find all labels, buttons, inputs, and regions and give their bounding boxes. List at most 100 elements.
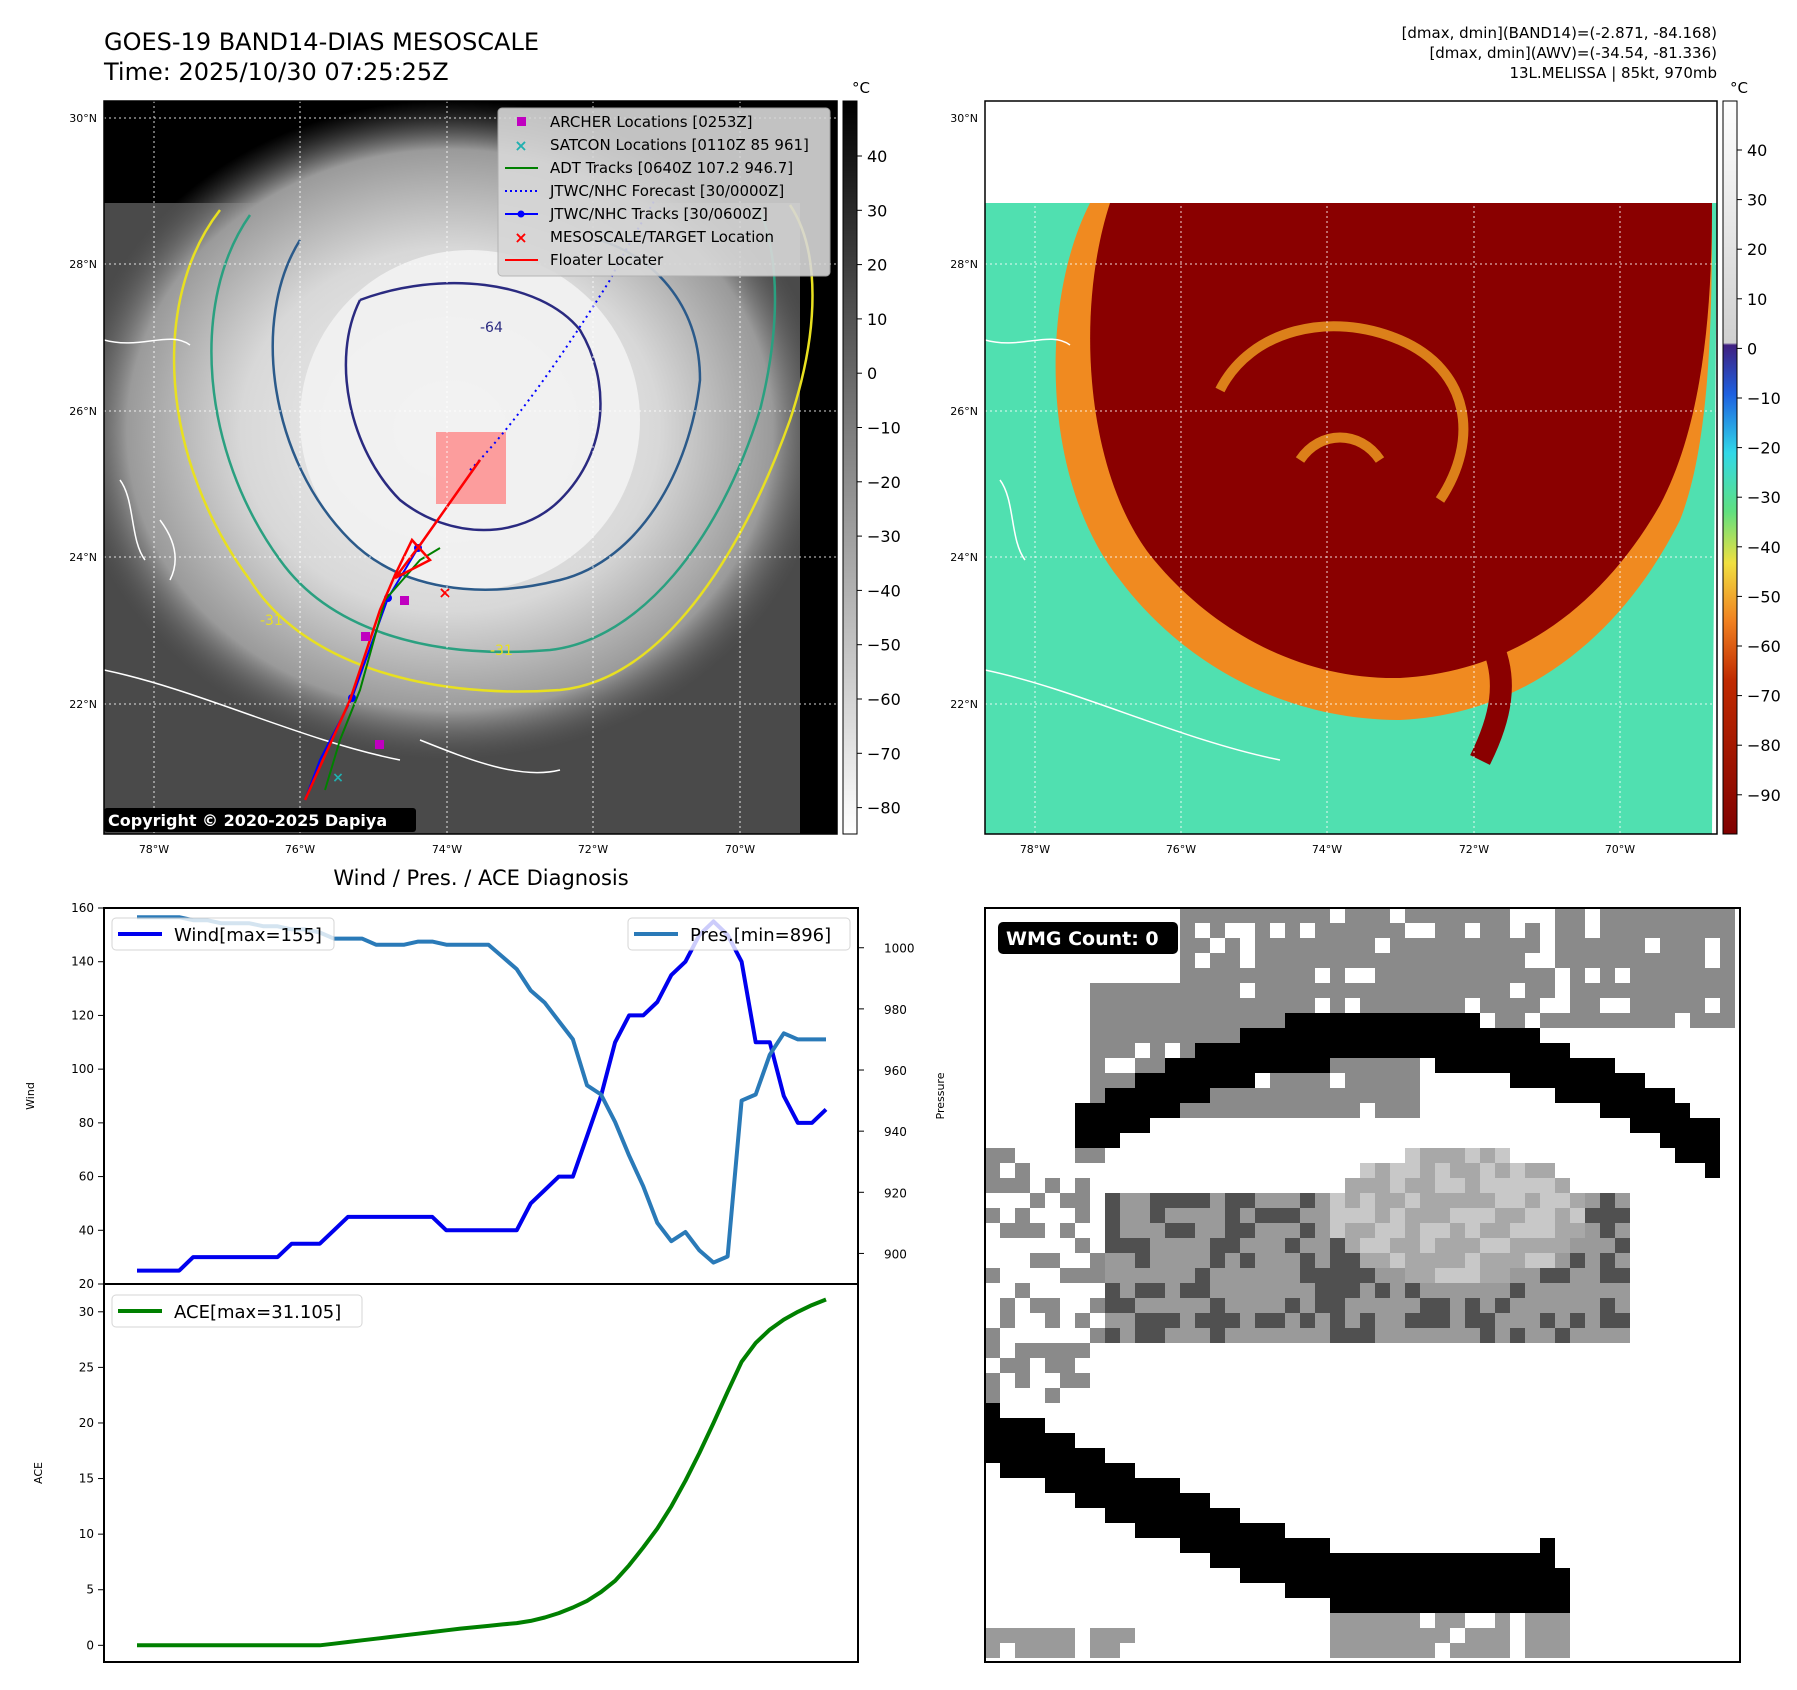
colorbar-tick-label: −70 [867,744,901,763]
wmg-cell [1510,1013,1525,1028]
wmg-cell [1090,1013,1105,1028]
wmg-cell [1375,1253,1390,1268]
wmg-cell [1630,908,1645,923]
wmg-cell [1570,1283,1585,1298]
lon-label: 74°W [432,843,462,856]
awv-tail [1470,635,1512,765]
wmg-cell [1105,1088,1120,1103]
wmg-cell [1285,953,1300,968]
wmg-cell [1150,998,1165,1013]
wmg-cell [1405,1283,1420,1298]
wmg-cell [1480,908,1495,923]
wmg-cell [1300,938,1315,953]
wmg-cell [1660,983,1675,998]
wmg-cell [1210,1058,1225,1073]
adt-track-line [324,547,441,791]
wmg-cell [1045,1253,1060,1268]
wmg-cell [1360,1583,1375,1598]
wmg-cell [1585,998,1600,1013]
wmg-cell [1180,1223,1195,1238]
wmg-cell [1225,1088,1240,1103]
wmg-cell [1015,1178,1030,1193]
wmg-cell [1495,1178,1510,1193]
wmg-cell [1210,1103,1225,1118]
wmg-cell [1360,1553,1375,1568]
wmg-cell [1210,923,1225,938]
wmg-cell [1495,1223,1510,1238]
wmg-cell [1330,1313,1345,1328]
colorbar-tick-label: 40 [1747,141,1767,160]
wmg-cell [1285,1073,1300,1088]
wmg-cell [1720,968,1735,983]
wmg-cell [1375,983,1390,998]
wmg-cell [1330,1043,1345,1058]
wmg-cell [1015,1373,1030,1388]
wmg-cell [1450,908,1465,923]
wmg-cell [1345,1223,1360,1238]
wmg-cell [1405,1223,1420,1238]
wmg-cell [1510,1193,1525,1208]
wmg-cell [1465,1028,1480,1043]
wmg-cell [1225,1313,1240,1328]
wmg-cell [1615,1208,1630,1223]
wmg-cell [1150,1043,1165,1058]
wmg-cell [1135,1088,1150,1103]
wmg-cell [1480,923,1495,938]
wmg-cell [1345,1613,1360,1628]
wmg-cell [1510,1223,1525,1238]
wmg-cell [1060,1628,1075,1643]
wmg-cell [1345,1238,1360,1253]
wmg-cell [1435,923,1450,938]
wmg-cell [1180,953,1195,968]
pressure-legend: Pres.[min=896] [627,917,851,951]
pressure-ytick-label: 900 [884,1247,907,1261]
wmg-cell [1315,938,1330,953]
wmg-cell [1360,1628,1375,1643]
wmg-cell [1525,1073,1540,1088]
wmg-cell [1705,1148,1720,1163]
wmg-cell [1555,1043,1570,1058]
wmg-cell [1255,1043,1270,1058]
wmg-cell [1480,1598,1495,1613]
wmg-cell [1705,1118,1720,1133]
wmg-cell [1615,1268,1630,1283]
wmg-cell [1105,1478,1120,1493]
wmg-cell [1240,1523,1255,1538]
wmg-cell [1615,1238,1630,1253]
wmg-cell [1675,953,1690,968]
wmg-cell [1105,1073,1120,1088]
wmg-cell [1090,1088,1105,1103]
wmg-cell [1210,1268,1225,1283]
wmg-cell [985,1343,1000,1358]
wmg-cell [1435,1313,1450,1328]
wmg-cell [1105,1013,1120,1028]
wmg-cell [1030,1418,1045,1433]
wmg-cell [1375,1088,1390,1103]
wmg-cell [1600,1313,1615,1328]
colorbar-tick-label: 10 [867,310,887,329]
wmg-cell [1165,1523,1180,1538]
wmg-cell [1150,1298,1165,1313]
wmg-cell [1060,1448,1075,1463]
wmg-cell [1300,953,1315,968]
wmg-cell [1330,1268,1345,1283]
wmg-cell [1255,1538,1270,1553]
wmg-cell [1060,1643,1075,1658]
wmg-cell [1180,938,1195,953]
wmg-cell [1315,1283,1330,1298]
wmg-cell [1555,1328,1570,1343]
wmg-cell [1090,1463,1105,1478]
colorbar-tick-label: −40 [867,581,901,600]
legend-x-marker: × [514,136,527,155]
wmg-cell [1465,1283,1480,1298]
wmg-cell [1255,908,1270,923]
wmg-cell [1390,998,1405,1013]
wmg-cell [1270,1313,1285,1328]
wmg-cell [1435,953,1450,968]
wmg-cell [1030,1343,1045,1358]
wmg-cell [1195,1523,1210,1538]
wmg-cell [1045,1478,1060,1493]
wmg-cell [1195,1508,1210,1523]
wmg-cell [1015,1208,1030,1223]
wmg-cell [1165,1208,1180,1223]
